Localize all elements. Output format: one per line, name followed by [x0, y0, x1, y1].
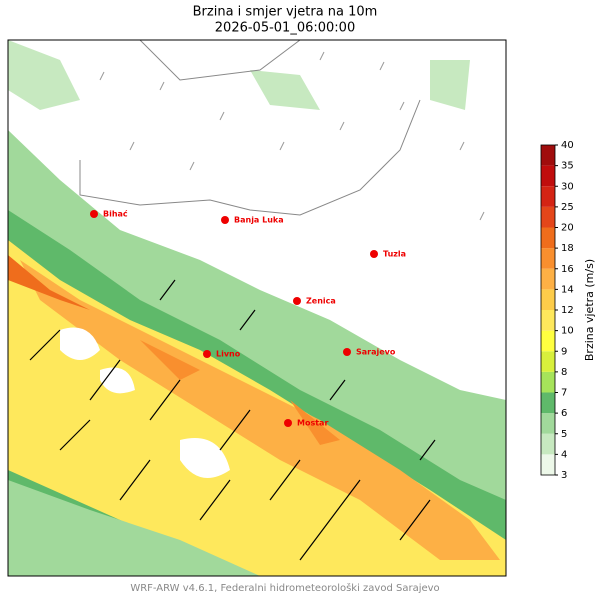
colorbar-segment	[541, 454, 555, 475]
colorbar-tick-label: 20	[561, 223, 574, 234]
city-label: Zenica	[306, 297, 336, 306]
colorbar-segment	[541, 206, 555, 228]
colorbar-segment	[541, 227, 555, 249]
colorbar-segment	[541, 413, 555, 434]
city-marker	[284, 419, 292, 427]
colorbar-tick-label: 9	[561, 346, 567, 357]
title: Brzina i smjer vjetra na 10m	[193, 5, 378, 20]
city-label: Banja Luka	[234, 216, 284, 225]
colorbar-tick-label: 7	[561, 388, 567, 399]
city-marker	[293, 297, 301, 305]
colorbar-segment	[541, 165, 555, 187]
colorbar-tick-label: 16	[561, 264, 574, 275]
colorbar-tick-label: 35	[561, 161, 574, 172]
colorbar-segment	[541, 392, 555, 414]
colorbar-tick-label: 3	[561, 470, 567, 481]
colorbar-tick-label: 12	[561, 305, 574, 316]
colorbar-tick-label: 40	[561, 140, 574, 151]
city-marker	[343, 348, 351, 356]
colorbar-segment	[541, 371, 555, 393]
city-marker	[370, 250, 378, 258]
city-label: Livno	[216, 350, 241, 359]
colorbar-segment	[541, 248, 555, 269]
colorbar-tick-label: 8	[561, 367, 567, 378]
colorbar-tick-label: 4	[561, 449, 567, 460]
city-marker	[221, 216, 229, 224]
colorbar-segment	[541, 186, 555, 207]
colorbar-segment	[541, 433, 555, 455]
colorbar-tick-label: 5	[561, 429, 567, 440]
colorbar-segment	[541, 145, 555, 166]
colorbar-segment	[541, 351, 555, 372]
colorbar-segment	[541, 268, 555, 290]
city-label: Mostar	[297, 419, 328, 428]
colorbar-tick-label: 10	[561, 326, 574, 337]
city-marker	[203, 350, 211, 358]
footer: WRF-ARW v4.6.1, Federalni hidrometeorolo…	[130, 582, 439, 594]
city-label: Tuzla	[383, 250, 406, 259]
city-marker	[90, 210, 98, 218]
colorbar: 3 4 5 6 7 8 9 10 12 14 16 18 20 25 30 35 40	[540, 140, 574, 481]
colorbar-segment	[541, 330, 555, 352]
colorbar-segment	[541, 289, 555, 310]
colorbar-tick-label: 18	[561, 243, 574, 254]
city-label: Bihać	[103, 209, 128, 219]
colorbar-label: Brzina vjetra (m/s)	[583, 259, 596, 361]
colorbar-tick-label: 25	[561, 202, 574, 213]
city-label: Sarajevo	[356, 348, 396, 357]
map-frame	[7, 39, 507, 577]
wind-field	[8, 40, 506, 576]
colorbar-segment	[541, 310, 555, 331]
colorbar-tick-label: 30	[561, 181, 574, 192]
colorbar-tick-label: 14	[561, 284, 574, 295]
cities: Bihać Banja Luka Tuzla Zenica Sarajevo Livno M…	[90, 209, 406, 428]
colorbar-tick-label: 6	[561, 408, 567, 419]
subtitle: 2026-05-01_06:00:00	[215, 21, 355, 36]
